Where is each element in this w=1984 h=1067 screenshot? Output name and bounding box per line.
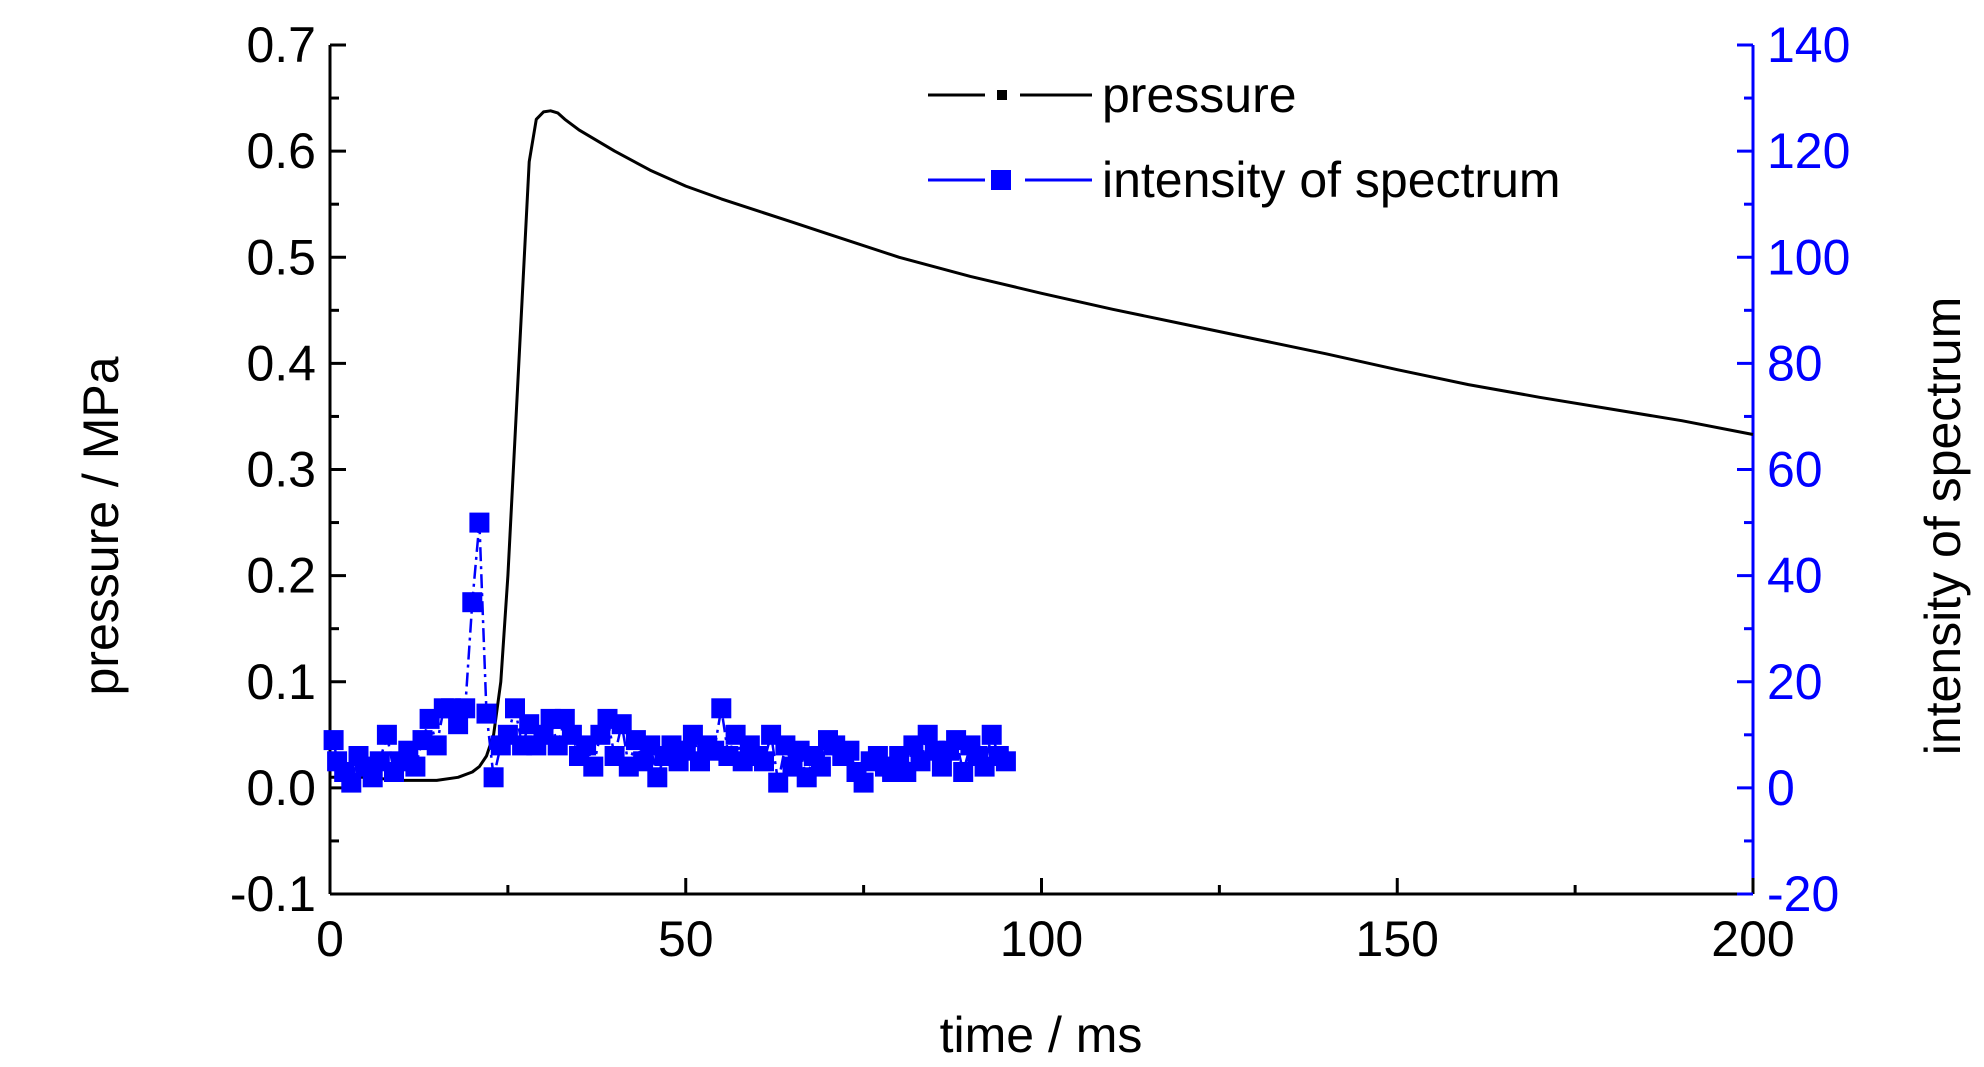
x-axis-label: time / ms	[940, 1007, 1143, 1062]
intensity-point	[647, 767, 668, 788]
right-y-tick-label: 100	[1767, 229, 1850, 285]
intensity-point	[469, 512, 490, 533]
legend-item-intensity: intensity of spectrum	[928, 152, 1561, 208]
series-layer	[323, 109, 1754, 793]
right-y-tick-label: -20	[1767, 866, 1839, 922]
intensity-point	[483, 767, 504, 788]
intensity-point	[590, 724, 611, 745]
intensity-point	[810, 756, 831, 777]
left-y-tick-label: -0.1	[230, 866, 316, 922]
left-y-tick-label: 0.5	[246, 229, 316, 285]
intensity-point	[426, 735, 447, 756]
intensity-point	[611, 714, 632, 735]
intensity-point	[462, 592, 483, 613]
x-tick-label: 150	[1356, 911, 1439, 967]
left-y-tick-label: 0.0	[246, 760, 316, 816]
intensity-point	[476, 703, 497, 724]
legend: pressure intensity of spectrum	[928, 67, 1561, 208]
x-tick-label: 200	[1711, 911, 1794, 967]
intensity-point	[981, 724, 1002, 745]
right-y-tick-label: 140	[1767, 17, 1850, 73]
plot-area: 0 50 100 150 200 -0.10.00.10.20.30.40.50.60.…	[230, 17, 1851, 967]
intensity-point	[505, 698, 525, 719]
left-y-tick-label: 0.2	[246, 548, 316, 604]
legend-label-intensity: intensity of spectrum	[1102, 152, 1561, 208]
intensity-point	[953, 762, 974, 782]
intensity-point	[917, 724, 938, 745]
x-ticks: 0 50 100 150 200	[316, 878, 1795, 967]
left-y-tick-label: 0.7	[246, 17, 316, 73]
intensity-point	[633, 751, 654, 772]
intensity-point	[754, 751, 774, 772]
intensity-point	[839, 740, 860, 761]
left-y-tick-label: 0.1	[246, 654, 316, 710]
left-y-ticks: -0.1 0.0 0.1 0.2 0.3 0.4 0.5 0.6 0.7	[230, 17, 346, 922]
right-y-tick-label: 40	[1767, 548, 1823, 604]
x-tick-label: 0	[316, 911, 344, 967]
intensity-point	[341, 772, 362, 793]
intensity-point	[554, 708, 575, 729]
legend-marker-intensity	[991, 170, 1011, 190]
x-tick-label: 100	[1000, 911, 1083, 967]
intensity-point	[768, 772, 789, 793]
intensity-point	[455, 698, 476, 719]
right-y-tick-label: 80	[1767, 335, 1823, 391]
right-y-tick-label: 20	[1767, 654, 1823, 710]
intensity-point	[995, 751, 1016, 772]
pressure-line	[330, 109, 1754, 782]
legend-item-pressure: pressure	[928, 67, 1297, 123]
legend-label-pressure: pressure	[1102, 67, 1297, 123]
right-y-tick-label: 60	[1767, 442, 1823, 498]
intensity-point	[583, 756, 604, 777]
left-y-tick-label: 0.4	[246, 335, 316, 391]
intensity-point	[711, 698, 732, 719]
intensity-point	[853, 772, 874, 793]
legend-marker-pressure	[997, 90, 1007, 100]
right-y-axis-label: intensity of spectrum	[1915, 297, 1971, 756]
left-y-tick-label: 0.3	[246, 442, 316, 498]
intensity-point	[448, 714, 469, 735]
right-y-tick-label: 0	[1767, 760, 1795, 816]
intensity-point	[376, 724, 397, 745]
left-y-tick-label: 0.6	[246, 123, 316, 179]
left-y-axis-label: pressure / MPa	[73, 356, 129, 695]
right-y-ticks: -20 0 20 40 60 80 100 120 140	[1737, 17, 1850, 922]
intensity-point	[405, 756, 426, 777]
intensity-point	[362, 767, 383, 788]
intensity-point	[323, 730, 344, 751]
right-y-tick-label: 120	[1767, 123, 1850, 179]
x-tick-label: 50	[658, 911, 714, 967]
intensity-point	[931, 756, 952, 777]
